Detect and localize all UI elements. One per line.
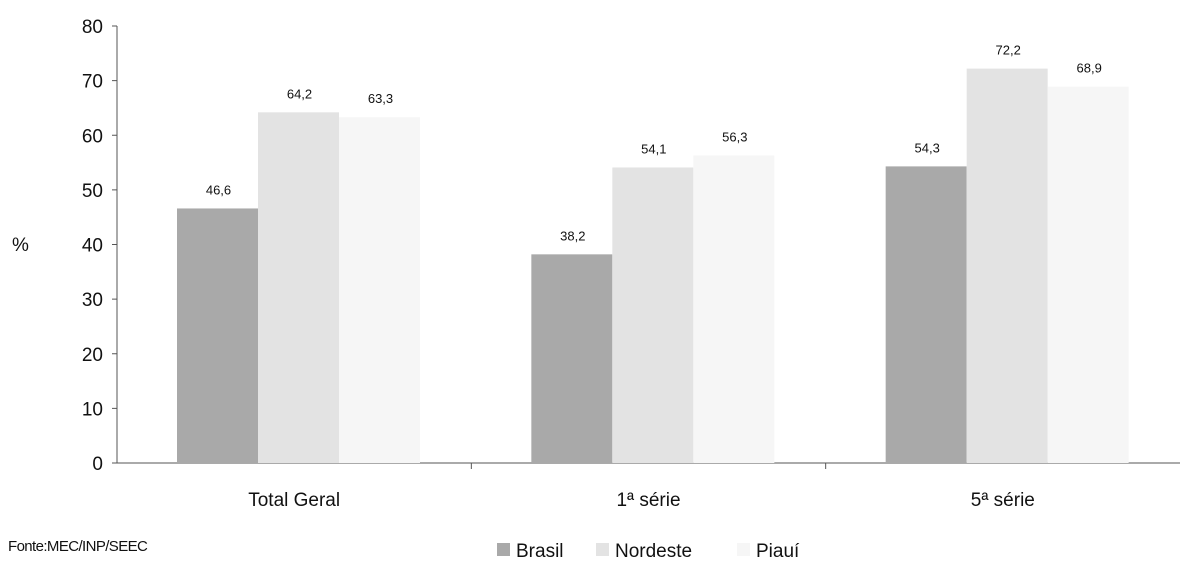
- legend-entry: Piauí: [756, 541, 800, 562]
- legend-swatch: [737, 543, 750, 556]
- y-tick-label: 70: [82, 72, 103, 93]
- data-label: 54,3: [915, 140, 940, 155]
- bar: [612, 167, 694, 463]
- bar: [177, 208, 258, 463]
- bar: [531, 254, 613, 463]
- bar: [693, 155, 775, 463]
- legend-swatch: [497, 543, 510, 556]
- x-tick-label: 1ª série: [616, 490, 680, 511]
- y-tick-label: 50: [82, 181, 103, 202]
- data-label: 72,2: [996, 43, 1021, 58]
- value-labels: 46,6 64,2 63,3 38,2 54,1 56,3 54,3 72,2 68,9: [206, 43, 1102, 244]
- y-tick-label: 10: [82, 399, 103, 420]
- y-tick-label: 40: [82, 236, 103, 257]
- bar: [258, 112, 339, 464]
- data-label: 46,6: [206, 182, 231, 197]
- axes: 0 10 20 30 40 50 60 70 80 Total Geral 1ª série 5ª s…: [82, 17, 1180, 511]
- legend-swatch: [596, 543, 609, 556]
- legend: Brasil Nordeste Piauí: [497, 541, 800, 562]
- x-tick-label: 5ª série: [971, 490, 1035, 511]
- data-label: 68,9: [1077, 61, 1102, 76]
- bar: [1047, 86, 1129, 463]
- data-label: 54,1: [641, 141, 666, 156]
- y-tick-label: 20: [82, 345, 103, 366]
- bar: [339, 117, 420, 463]
- y-tick-label: 80: [82, 17, 103, 38]
- bar: [966, 68, 1048, 464]
- y-tick-label: 0: [92, 454, 103, 475]
- legend-entry: Nordeste: [615, 541, 692, 562]
- y-axis-label: %: [12, 235, 29, 256]
- data-label: 64,2: [287, 86, 312, 101]
- bar: [885, 166, 967, 464]
- data-label: 63,3: [368, 91, 393, 106]
- bars: [177, 68, 1129, 464]
- y-tick-label: 30: [82, 290, 103, 311]
- x-tick-label: Total Geral: [248, 490, 340, 511]
- data-label: 56,3: [722, 129, 747, 144]
- data-label: 38,2: [560, 228, 585, 243]
- source-note: Fonte:MEC/INP/SEEC: [8, 538, 148, 555]
- y-tick-label: 60: [82, 126, 103, 147]
- legend-entry: Brasil: [516, 541, 564, 562]
